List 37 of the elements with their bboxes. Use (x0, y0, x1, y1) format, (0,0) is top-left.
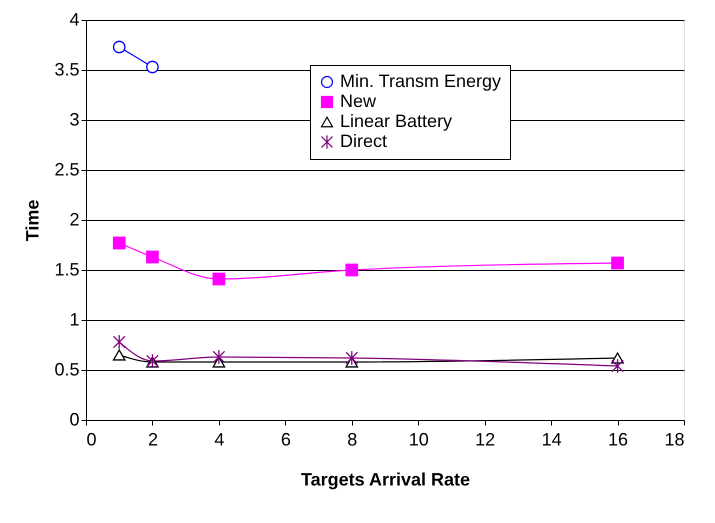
x-tick-label: 4 (214, 430, 224, 450)
x-tick-label: 8 (347, 430, 358, 450)
point (112, 334, 126, 350)
point (212, 272, 226, 286)
x-tick-label: 6 (280, 430, 291, 450)
y-axis-title: Time (22, 200, 42, 242)
y-tick-label: 3.5 (54, 60, 80, 80)
x-tick-label: 14 (542, 430, 562, 450)
x-tick-label: 10 (408, 430, 429, 450)
x-tick-label: 16 (608, 430, 628, 450)
point (112, 349, 126, 361)
legend-label: Direct (340, 131, 388, 151)
point (611, 256, 624, 270)
y-tick-label: 0.5 (54, 360, 80, 380)
point (112, 40, 126, 54)
point (146, 250, 159, 264)
point (112, 236, 126, 250)
x-tick-label: 2 (148, 430, 158, 450)
point (611, 358, 624, 374)
x-tick-label: 0 (86, 430, 97, 450)
x-tick-label: 18 (664, 430, 684, 450)
point (345, 264, 358, 276)
y-tick-label: 1.5 (54, 260, 80, 280)
y-tick-label: 3 (69, 110, 80, 130)
y-tick-label: 2.5 (54, 160, 80, 180)
point (212, 350, 226, 364)
y-tick-label: 0 (69, 410, 80, 430)
legend-label: New (340, 91, 378, 111)
point (146, 60, 159, 74)
legend-label: Linear Battery (340, 111, 452, 131)
x-tick-label: 12 (475, 430, 496, 450)
x-axis-title: Targets Arrival Rate (300, 470, 470, 490)
legend-label: Min. Transm Energy (340, 71, 502, 91)
y-tick-label: 1 (69, 310, 80, 330)
y-tick-label: 2 (69, 210, 80, 230)
y-tick-label: 4 (69, 10, 80, 30)
point (345, 350, 358, 366)
